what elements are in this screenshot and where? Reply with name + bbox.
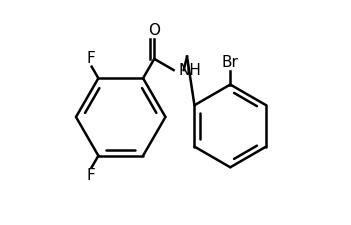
Text: O: O (148, 23, 160, 38)
Text: NH: NH (179, 63, 201, 78)
Text: F: F (86, 168, 95, 183)
Text: Br: Br (222, 55, 239, 70)
Text: F: F (86, 51, 95, 66)
